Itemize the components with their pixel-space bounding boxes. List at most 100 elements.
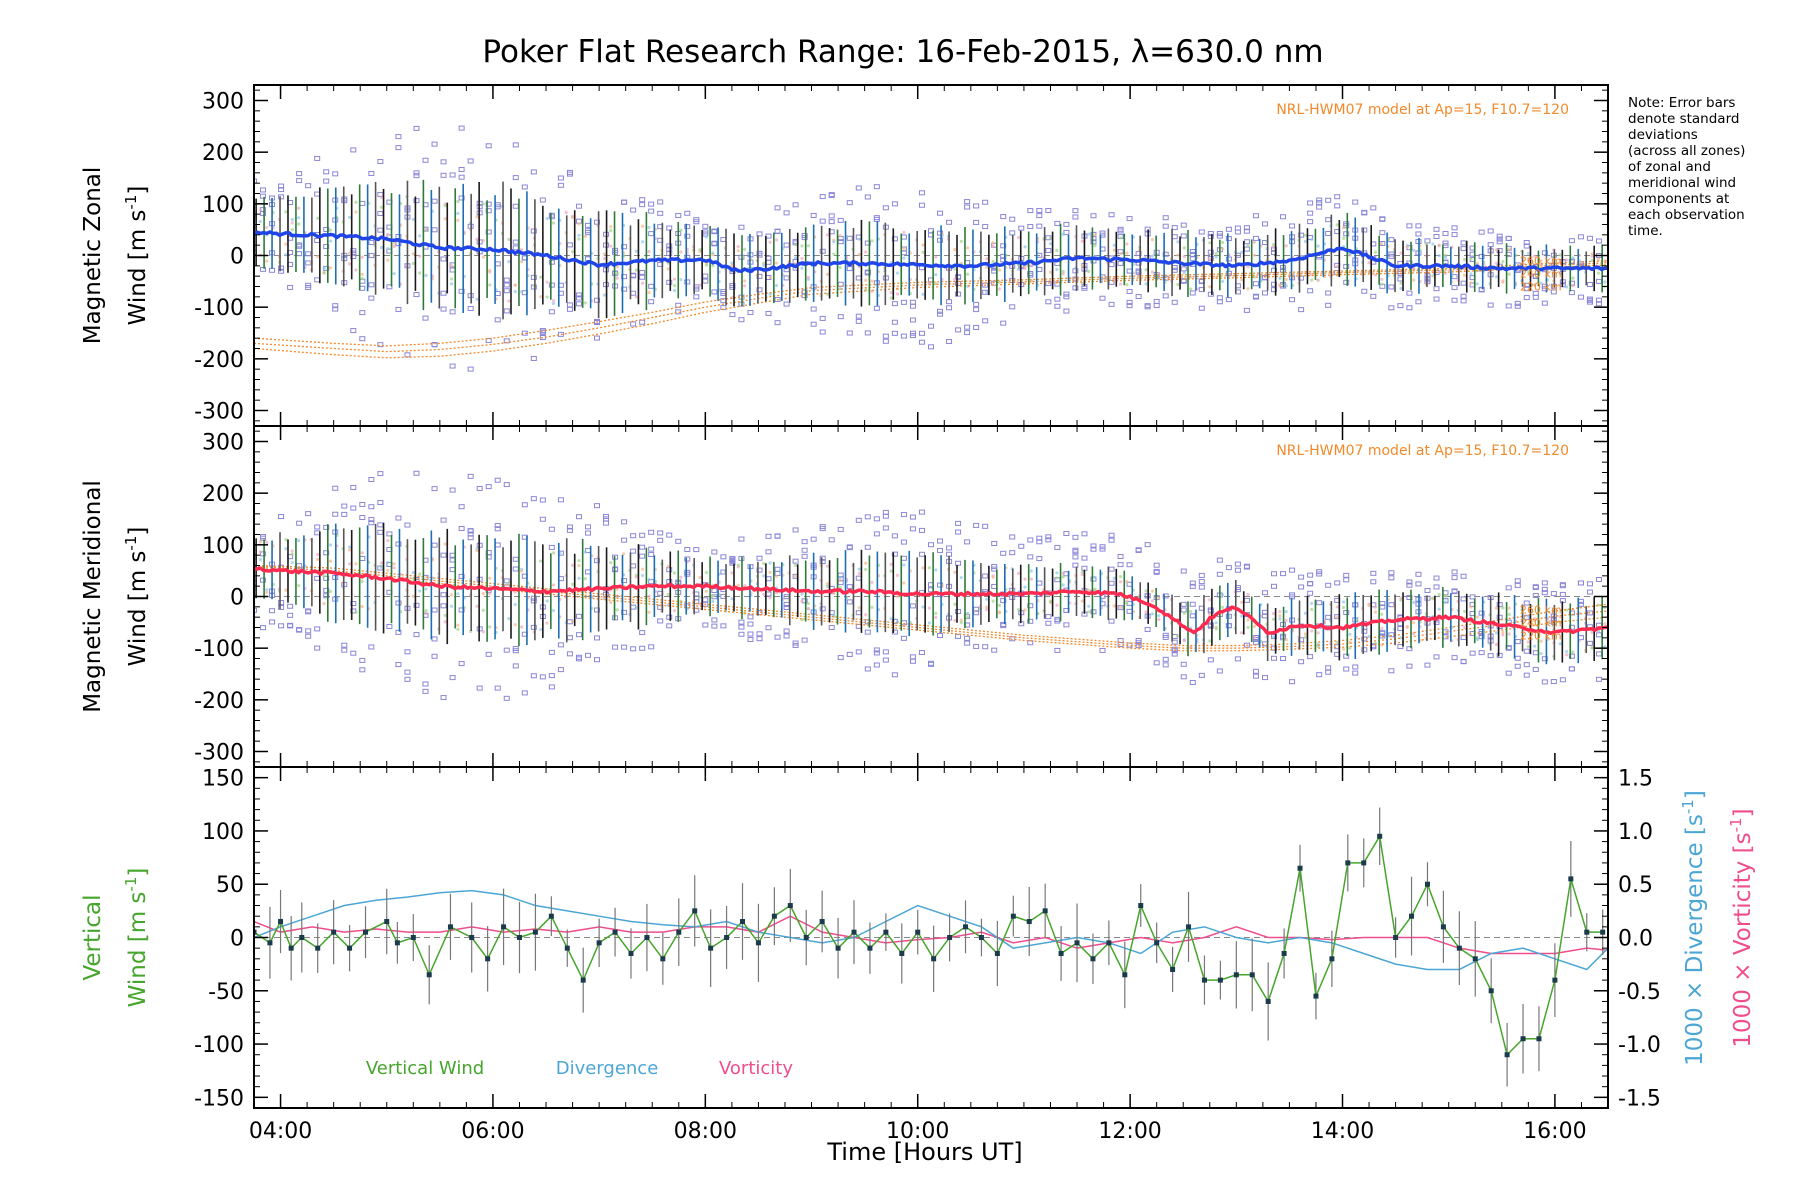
zone-point [1214, 251, 1218, 256]
scatter-point [548, 684, 555, 690]
scatter-point [729, 284, 736, 290]
zone-point [730, 264, 734, 268]
scatter-point [485, 554, 492, 560]
scatter-point [738, 224, 745, 230]
scatter-point [431, 542, 438, 548]
zone-point [1125, 283, 1129, 287]
scatter-point [774, 320, 781, 326]
scatter-point [1216, 668, 1223, 674]
scatter-point [1595, 238, 1602, 244]
scatter-point [413, 198, 420, 204]
scatter-point [837, 314, 844, 320]
scatter-point [1000, 598, 1007, 604]
scatter-point [548, 214, 555, 220]
vertical-wind-points [254, 833, 1606, 1058]
scatter-point [1289, 679, 1296, 685]
zone-point [1208, 285, 1212, 289]
zone-point [1240, 614, 1244, 618]
scatter-point [738, 619, 745, 625]
zone-point [1399, 636, 1403, 640]
scatter-point [711, 289, 718, 295]
scatter-point [946, 338, 953, 344]
scatter-point [530, 595, 537, 601]
scatter-point [305, 284, 312, 290]
scatter-point [1108, 262, 1115, 268]
zone-point [1533, 254, 1537, 258]
scatter-point [729, 312, 736, 318]
scatter-point [639, 532, 646, 538]
scatter-point [1541, 586, 1548, 592]
y2-tick-label: 1.0 [1618, 820, 1653, 845]
scatter-point [548, 309, 555, 315]
scatter-point [278, 514, 285, 520]
scatter-point [548, 282, 555, 288]
zone-point [1182, 271, 1186, 275]
zone-point [794, 242, 798, 247]
vertical-wind-point [867, 945, 873, 951]
zone-point [1310, 237, 1314, 242]
vertical-wind-point [1409, 913, 1415, 919]
scatter-point [846, 200, 853, 206]
scatter-point [1198, 579, 1205, 585]
scatter-point [1225, 565, 1232, 571]
scatter-point [621, 644, 628, 650]
scatter-point [1460, 280, 1467, 286]
vertical-wind-point [447, 924, 453, 930]
scatter-point [801, 553, 808, 559]
scatter-point [1307, 288, 1314, 294]
scatter-point [1108, 212, 1115, 218]
y-tick-label: 200 [202, 141, 244, 166]
zone-point [449, 277, 454, 281]
scatter-point [278, 623, 285, 629]
scatter-point [386, 284, 393, 290]
scatter-point [503, 277, 510, 283]
scatter-point [837, 217, 844, 223]
zone-point [768, 596, 772, 600]
zone-point [1157, 617, 1161, 622]
vertical-wind-point [819, 919, 825, 925]
scatter-point [413, 632, 420, 638]
zone-point [481, 608, 485, 612]
zone-point [570, 582, 575, 586]
vertical-wind-point [254, 929, 257, 935]
scatter-point [1343, 666, 1350, 672]
scatter-point [1162, 215, 1169, 221]
x-tick-label: 06:00 [461, 1119, 524, 1144]
scatter-point [1406, 582, 1413, 588]
scatter-point [955, 291, 962, 297]
scatter-point [530, 355, 537, 361]
zone-point [539, 627, 543, 632]
zone-point [379, 205, 384, 209]
scatter-point [955, 529, 962, 535]
scatter-point [873, 516, 880, 522]
zone-point [1017, 571, 1021, 575]
scatter-point [260, 577, 267, 583]
scatter-point [765, 533, 772, 539]
vertical-wind-point [288, 945, 294, 951]
note-line: time. [1628, 223, 1663, 239]
vertical-wind-point [1600, 929, 1606, 935]
zone-point [1144, 614, 1148, 618]
scatter-point [368, 239, 375, 245]
scatter-point [684, 571, 691, 577]
scatter-point [1307, 219, 1314, 225]
scatter-point [765, 233, 772, 239]
scatter-point [1316, 200, 1323, 206]
scatter-point [1045, 299, 1052, 305]
scatter-point [1045, 614, 1052, 620]
zone-point [1494, 261, 1499, 265]
scatter-point [1171, 639, 1178, 645]
scatter-point [1081, 565, 1088, 571]
scatter-point [1595, 278, 1602, 284]
scatter-point [413, 125, 420, 131]
scatter-point [720, 237, 727, 243]
zone-point [1571, 650, 1575, 654]
scatter-point [1000, 623, 1007, 629]
zone-point [1405, 245, 1409, 249]
zone-point [641, 281, 645, 285]
scatter-point [765, 625, 772, 631]
vertical-wind-point [724, 935, 730, 940]
scatter-point [918, 527, 925, 533]
scatter-point [530, 169, 537, 175]
